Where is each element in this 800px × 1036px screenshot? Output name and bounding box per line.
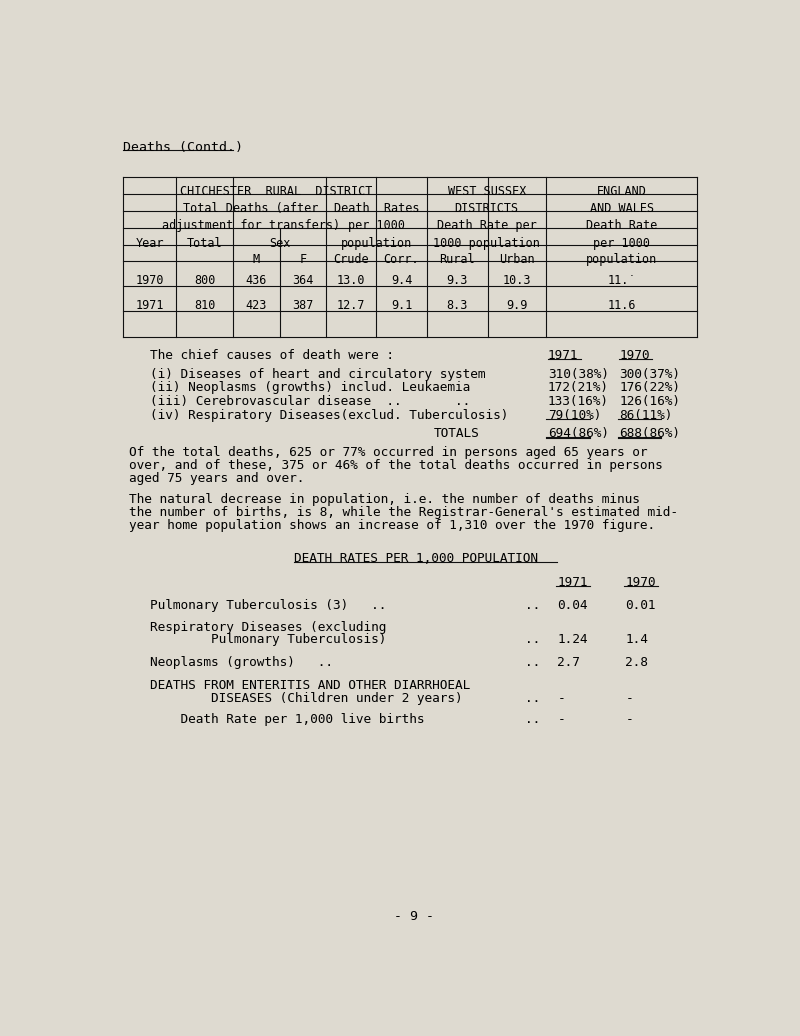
Text: Of the total deaths, 625 or 77% occurred in persons aged 65 years or: Of the total deaths, 625 or 77% occurred…: [130, 447, 648, 459]
Text: population: population: [341, 237, 412, 250]
Text: 11.6: 11.6: [607, 299, 636, 312]
Text: 436: 436: [246, 274, 267, 287]
Text: Total Deaths (after: Total Deaths (after: [183, 202, 319, 215]
Text: The chief causes of death were :: The chief causes of death were :: [150, 349, 394, 363]
Text: 694(86%): 694(86%): [548, 427, 609, 440]
Text: 11.˙: 11.˙: [607, 274, 636, 287]
Text: M: M: [253, 253, 260, 266]
Text: 172(21%): 172(21%): [548, 381, 609, 395]
Text: 1000 population: 1000 population: [434, 237, 540, 250]
Text: 1971: 1971: [558, 576, 588, 589]
Text: 86(11%): 86(11%): [619, 409, 673, 423]
Text: 2.7: 2.7: [558, 657, 580, 669]
Text: ..: ..: [525, 600, 540, 612]
Text: 800: 800: [194, 274, 215, 287]
Text: 9.3: 9.3: [446, 274, 468, 287]
Text: the number of births, is 8, while the Registrar-General's estimated mid-: the number of births, is 8, while the Re…: [130, 507, 678, 519]
Text: CHICHESTER  RURAL  DISTRICT: CHICHESTER RURAL DISTRICT: [180, 185, 372, 198]
Text: (iv) Respiratory Diseases(exclud. Tuberculosis): (iv) Respiratory Diseases(exclud. Tuberc…: [150, 409, 509, 423]
Text: WEST SUSSEX: WEST SUSSEX: [447, 185, 526, 198]
Text: - 9 -: - 9 -: [394, 910, 434, 923]
Text: 300(37%): 300(37%): [619, 368, 680, 380]
Text: DEATHS FROM ENTERITIS AND OTHER DIARRHOEAL: DEATHS FROM ENTERITIS AND OTHER DIARRHOE…: [150, 680, 470, 692]
Text: Rural: Rural: [439, 253, 475, 266]
Text: Neoplasms (growths)   ..: Neoplasms (growths) ..: [150, 657, 334, 669]
Text: 12.7: 12.7: [337, 299, 366, 312]
Text: Death Rate per: Death Rate per: [437, 219, 537, 232]
Text: Pulmonary Tuberculosis): Pulmonary Tuberculosis): [150, 633, 386, 646]
Text: 79(10%): 79(10%): [548, 409, 602, 423]
Text: ..: ..: [525, 692, 540, 704]
Text: 10.3: 10.3: [502, 274, 531, 287]
Text: 176(22%): 176(22%): [619, 381, 680, 395]
Text: adjustment for transfers): adjustment for transfers): [162, 219, 340, 232]
Text: Urban: Urban: [499, 253, 534, 266]
Text: aged 75 years and over.: aged 75 years and over.: [130, 472, 305, 485]
Text: DEATH RATES PER 1,000 POPULATION: DEATH RATES PER 1,000 POPULATION: [294, 551, 538, 565]
Text: Sex: Sex: [269, 237, 290, 250]
Text: -: -: [558, 714, 565, 726]
Text: over, and of these, 375 or 46% of the total deaths occurred in persons: over, and of these, 375 or 46% of the to…: [130, 459, 663, 472]
Text: DISTRICTS: DISTRICTS: [454, 202, 518, 215]
Text: 423: 423: [246, 299, 267, 312]
Text: DISEASES (Children under 2 years): DISEASES (Children under 2 years): [150, 692, 463, 704]
Text: -: -: [558, 692, 565, 704]
Text: 1970: 1970: [619, 349, 650, 363]
Text: Year: Year: [135, 237, 164, 250]
Text: 364: 364: [292, 274, 314, 287]
Text: 9.1: 9.1: [390, 299, 412, 312]
Text: 133(16%): 133(16%): [548, 396, 609, 408]
Text: Crude: Crude: [334, 253, 369, 266]
Text: Deaths (Contd.): Deaths (Contd.): [123, 141, 243, 154]
Text: ENGLAND: ENGLAND: [597, 185, 646, 198]
Text: per 1000: per 1000: [348, 219, 405, 232]
Text: Death Rate per 1,000 live births: Death Rate per 1,000 live births: [150, 714, 425, 726]
Text: year home population shows an increase of 1,310 over the 1970 figure.: year home population shows an increase o…: [130, 519, 655, 533]
Text: Corr.: Corr.: [384, 253, 419, 266]
Text: Respiratory Diseases (excluding: Respiratory Diseases (excluding: [150, 621, 386, 634]
Text: 1970: 1970: [135, 274, 164, 287]
Text: 1.4: 1.4: [626, 633, 648, 646]
Text: The natural decrease in population, i.e. the number of deaths minus: The natural decrease in population, i.e.…: [130, 493, 640, 507]
Text: ..: ..: [525, 714, 540, 726]
Text: 688(86%): 688(86%): [619, 427, 680, 440]
Text: Death Rate: Death Rate: [586, 219, 658, 232]
Text: -: -: [626, 714, 633, 726]
Text: 1970: 1970: [626, 576, 656, 589]
Text: 1971: 1971: [135, 299, 164, 312]
Text: Pulmonary Tuberculosis (3)   ..: Pulmonary Tuberculosis (3) ..: [150, 600, 386, 612]
Text: Death  Rates: Death Rates: [334, 202, 419, 215]
Text: -: -: [626, 692, 633, 704]
Text: 13.0: 13.0: [337, 274, 366, 287]
Text: (iii) Cerebrovascular disease  ..       ..: (iii) Cerebrovascular disease .. ..: [150, 396, 470, 408]
Text: 126(16%): 126(16%): [619, 396, 680, 408]
Text: Total: Total: [187, 237, 222, 250]
Text: 8.3: 8.3: [446, 299, 468, 312]
Text: (ii) Neoplasms (growths) includ. Leukaemia: (ii) Neoplasms (growths) includ. Leukaem…: [150, 381, 470, 395]
Text: 1971: 1971: [548, 349, 578, 363]
Text: F: F: [299, 253, 306, 266]
Text: ..: ..: [525, 633, 540, 646]
Text: 0.04: 0.04: [558, 600, 588, 612]
Text: 9.9: 9.9: [506, 299, 528, 312]
Text: AND WALES: AND WALES: [590, 202, 654, 215]
Text: TOTALS: TOTALS: [434, 427, 479, 440]
Text: 2.8: 2.8: [626, 657, 648, 669]
Text: 1.24: 1.24: [558, 633, 588, 646]
Text: 810: 810: [194, 299, 215, 312]
Text: 387: 387: [292, 299, 314, 312]
Text: 0.01: 0.01: [626, 600, 656, 612]
Text: per 1000: per 1000: [593, 237, 650, 250]
Text: 310(38%): 310(38%): [548, 368, 609, 380]
Text: 9.4: 9.4: [390, 274, 412, 287]
Text: ..: ..: [525, 657, 540, 669]
Text: (i) Diseases of heart and circulatory system: (i) Diseases of heart and circulatory sy…: [150, 368, 486, 380]
Text: population: population: [586, 253, 658, 266]
